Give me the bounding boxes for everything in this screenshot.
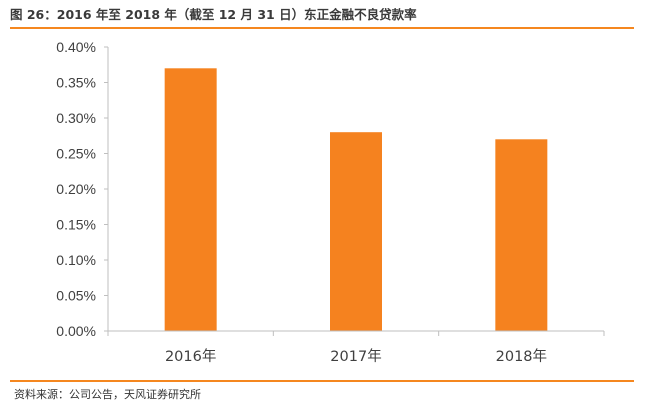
footer-divider [10, 380, 634, 382]
y-axis: 0.00% 0.05% 0.10% 0.15% 0.20% 0.25% 0.30% 0.35%… [56, 39, 109, 339]
y-tick-label: 0.20% [56, 181, 96, 197]
bars [164, 68, 548, 332]
y-tick-label: 0.30% [56, 110, 96, 126]
bar-2017年 [330, 132, 382, 331]
source-note: 资料来源：公司公告，天风证券研究所 [14, 388, 201, 401]
title-divider [10, 27, 634, 29]
y-tick-label: 0.10% [56, 252, 96, 268]
x-tick-label: 2016年 [165, 348, 216, 365]
y-tick-label: 0.35% [56, 75, 96, 91]
y-tick-label: 0.40% [56, 39, 96, 55]
bar-2016年 [164, 68, 217, 332]
y-tick-label: 0.00% [56, 323, 96, 339]
chart-title: 图 26：2016 年至 2018 年（截至 12 月 31 日）东正金融不良贷… [10, 7, 417, 22]
x-tick-label: 2018年 [496, 348, 547, 365]
x-axis: 2016年 2017年 2018年 [107, 330, 605, 365]
x-tick-label: 2017年 [330, 348, 381, 365]
y-tick-label: 0.15% [56, 217, 96, 233]
y-tick-label: 0.25% [56, 146, 96, 162]
bar-chart: 0.00% 0.05% 0.10% 0.15% 0.20% 0.25% 0.30% 0.35%… [56, 39, 605, 365]
y-tick-label: 0.05% [56, 288, 96, 304]
bar-2018年 [495, 139, 548, 331]
